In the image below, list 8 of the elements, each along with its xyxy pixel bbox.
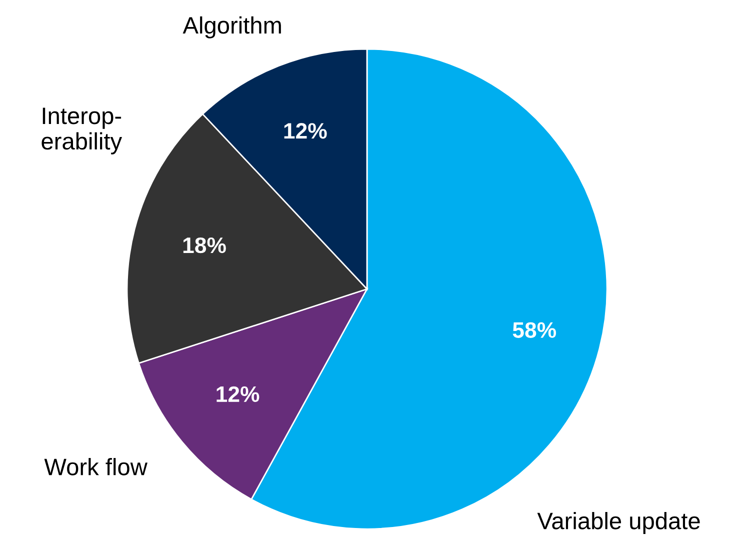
slice-label: Variable update <box>537 512 700 534</box>
data-label: 12% <box>216 386 260 402</box>
data-label: 18% <box>183 237 226 254</box>
slice-label: Interop- erability <box>42 108 122 154</box>
data-label: 58% <box>512 322 556 338</box>
slice-label: Work flow <box>44 458 148 476</box>
data-label: 12% <box>284 123 327 139</box>
slice-label: Algorithm <box>182 16 281 38</box>
